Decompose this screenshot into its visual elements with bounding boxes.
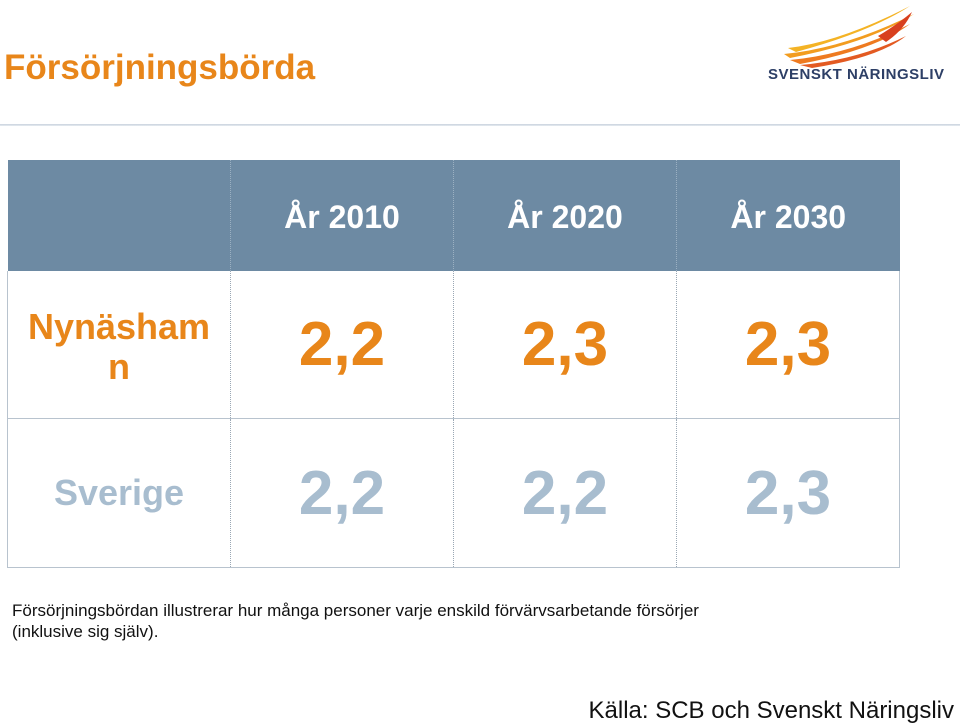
table-cell: 2,3 [453, 271, 677, 419]
column-header-2010: År 2010 [230, 160, 454, 271]
cell-value: 2,3 [744, 310, 832, 379]
data-table: År 2010 År 2020 År 2030 Nynäsham n 2,2 2… [7, 160, 900, 568]
row-label-text: Nynäsham n [27, 305, 211, 387]
row-label-sverige: Sverige [7, 418, 231, 568]
cell-value: 2,2 [298, 310, 386, 379]
logo-wordmark: SVENSKT NÄRINGSLIV [768, 66, 945, 83]
column-header-2030: År 2030 [676, 160, 900, 271]
table-header-row: År 2010 År 2020 År 2030 [7, 160, 900, 271]
cell-value: 2,2 [521, 458, 609, 528]
table-row-nynashamn: Nynäsham n 2,2 2,3 2,3 [7, 271, 900, 419]
cell-value: 2,3 [744, 458, 832, 528]
table-cell: 2,2 [453, 418, 677, 568]
table-cell: 2,3 [676, 271, 900, 419]
table-cell: 2,3 [676, 418, 900, 568]
row-label-nynashamn: Nynäsham n [7, 271, 231, 419]
row-label-text: Sverige [53, 472, 185, 513]
table-corner-cell [7, 160, 231, 271]
table-cell: 2,2 [230, 418, 454, 568]
cell-value: 2,3 [521, 310, 609, 379]
table-cell: 2,2 [230, 271, 454, 419]
svenskt-naringsliv-logo [784, 6, 914, 68]
cell-value: 2,2 [298, 458, 386, 528]
column-header-2020: År 2020 [453, 160, 677, 271]
header-divider [0, 124, 960, 126]
footnote: Försörjningsbördan illustrerar hur många… [12, 601, 699, 641]
source-citation: Källa: SCB och Svenskt Näringsliv [588, 697, 954, 724]
table-row-sverige: Sverige 2,2 2,2 2,3 [7, 418, 900, 568]
page-title: Försörjningsbörda [4, 48, 316, 87]
